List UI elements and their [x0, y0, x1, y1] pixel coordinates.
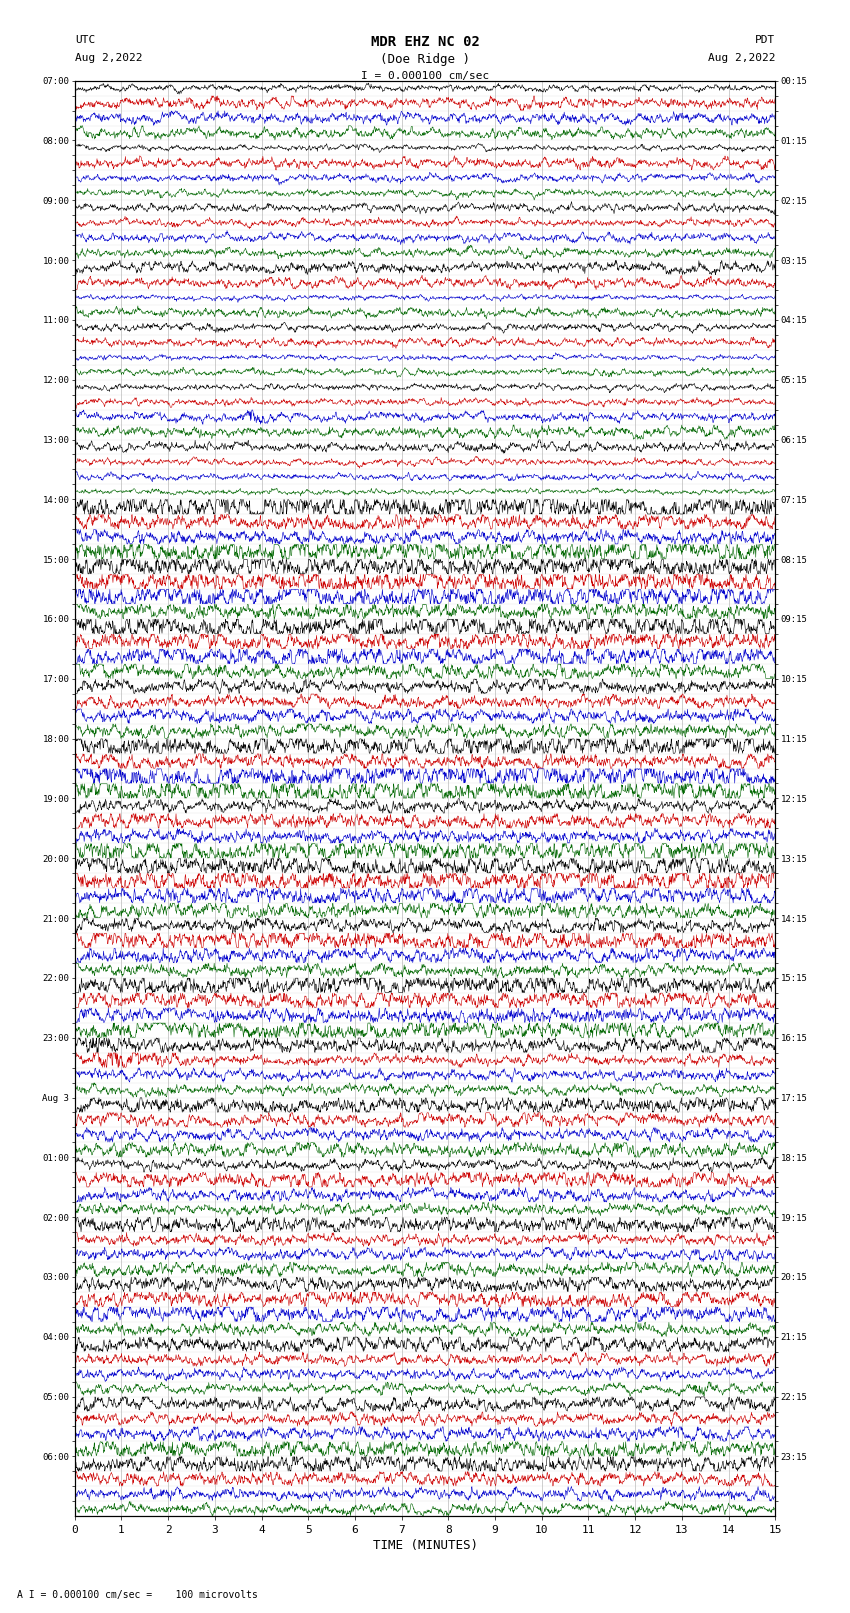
- Text: UTC: UTC: [75, 35, 95, 45]
- X-axis label: TIME (MINUTES): TIME (MINUTES): [372, 1539, 478, 1552]
- Text: I = 0.000100 cm/sec: I = 0.000100 cm/sec: [361, 71, 489, 81]
- Text: Aug 2,2022: Aug 2,2022: [75, 53, 142, 63]
- Text: PDT: PDT: [755, 35, 775, 45]
- Text: MDR EHZ NC 02: MDR EHZ NC 02: [371, 35, 479, 50]
- Text: Aug 2,2022: Aug 2,2022: [708, 53, 775, 63]
- Text: (Doe Ridge ): (Doe Ridge ): [380, 53, 470, 66]
- Text: A I = 0.000100 cm/sec =    100 microvolts: A I = 0.000100 cm/sec = 100 microvolts: [17, 1590, 258, 1600]
